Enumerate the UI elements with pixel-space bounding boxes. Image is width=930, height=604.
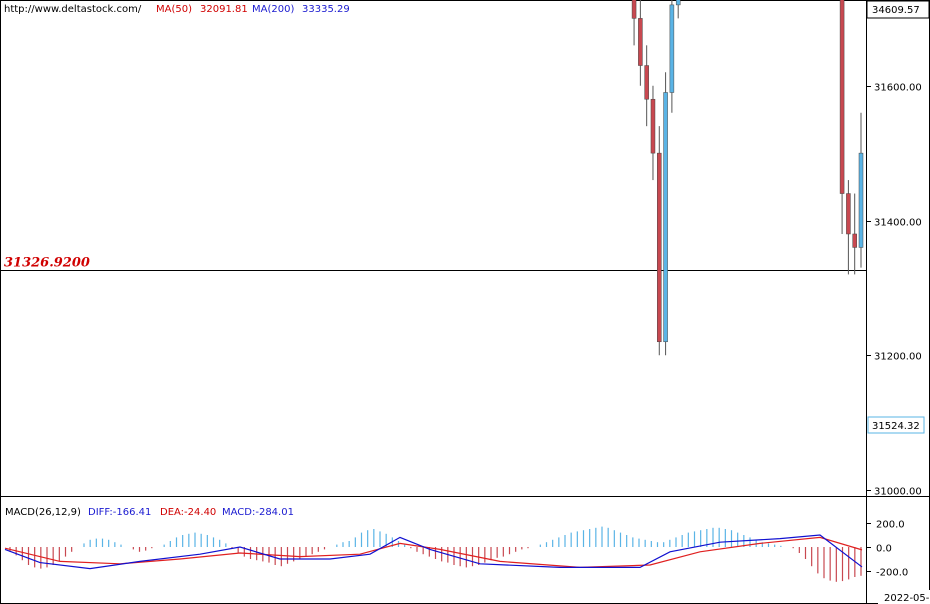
- source-url: http://www.deltastock.com/: [4, 4, 142, 15]
- macd-tick-label: -200.0: [876, 568, 908, 579]
- candle-body: [663, 92, 668, 343]
- candle: [858, 112, 864, 268]
- top-price-label: 34609.57: [872, 5, 920, 16]
- macd-tick-label: 0.0: [876, 544, 892, 555]
- candle-body: [852, 233, 857, 248]
- candle: [638, 0, 643, 86]
- date-label: 2022-05-: [884, 593, 930, 604]
- candle-body: [858, 152, 864, 248]
- candle: [839, 0, 845, 234]
- top-price-box: [866, 0, 930, 19]
- candle-body: [657, 152, 662, 343]
- macd-panel: 200.0 0.0 -200.0: [4, 520, 908, 582]
- macd-value-label: MACD:-284.01: [222, 507, 294, 518]
- support-resistance-levels: 33977.601633042.898432707.150332188.7207…: [0, 256, 866, 271]
- level-label: 31326.9200: [4, 256, 90, 271]
- candle-body: [638, 18, 643, 66]
- candle: [663, 72, 668, 356]
- price-tick-label: 31000.00: [874, 487, 922, 498]
- macd-dea-line: [4, 536, 863, 569]
- price-axis: 34400.0034200.0034000.0033800.0033600.00…: [866, 83, 922, 498]
- candle-body: [669, 4, 675, 93]
- ma200-value: 33335.29: [302, 4, 350, 15]
- candle: [852, 193, 857, 275]
- candle-body: [644, 65, 649, 100]
- macd-title: MACD(26,12,9): [5, 507, 81, 518]
- ma50-label: MA(50): [156, 4, 192, 15]
- candle: [644, 45, 649, 127]
- candle: [846, 180, 851, 275]
- price-tick-label: 31400.00: [874, 218, 922, 229]
- current-price-label: 31524.32: [872, 421, 920, 432]
- candle: [631, 0, 637, 46]
- ma50-value: 32091.81: [200, 4, 248, 15]
- price-tick-label: 31600.00: [874, 83, 922, 94]
- candle-body: [839, 0, 845, 194]
- candle-body: [631, 0, 637, 19]
- macd-tick-label: 200.0: [876, 520, 905, 531]
- macd-diff-label: DIFF:-166.41: [88, 507, 151, 518]
- candle: [650, 85, 656, 181]
- candle-body: [675, 0, 681, 6]
- macd-diff-line: [4, 534, 863, 570]
- candle-body: [650, 98, 656, 154]
- candle: [675, 0, 681, 19]
- macd-dea-label: DEA:-24.40: [160, 507, 216, 518]
- price-tick-label: 31200.00: [874, 352, 922, 363]
- candle: [657, 126, 662, 356]
- date-box: [878, 590, 930, 604]
- ma200-label: MA(200): [252, 4, 294, 15]
- current-price-box: [867, 416, 925, 434]
- candle: [669, 0, 675, 113]
- candlestick-series: [631, 0, 864, 356]
- candle-body: [846, 193, 851, 235]
